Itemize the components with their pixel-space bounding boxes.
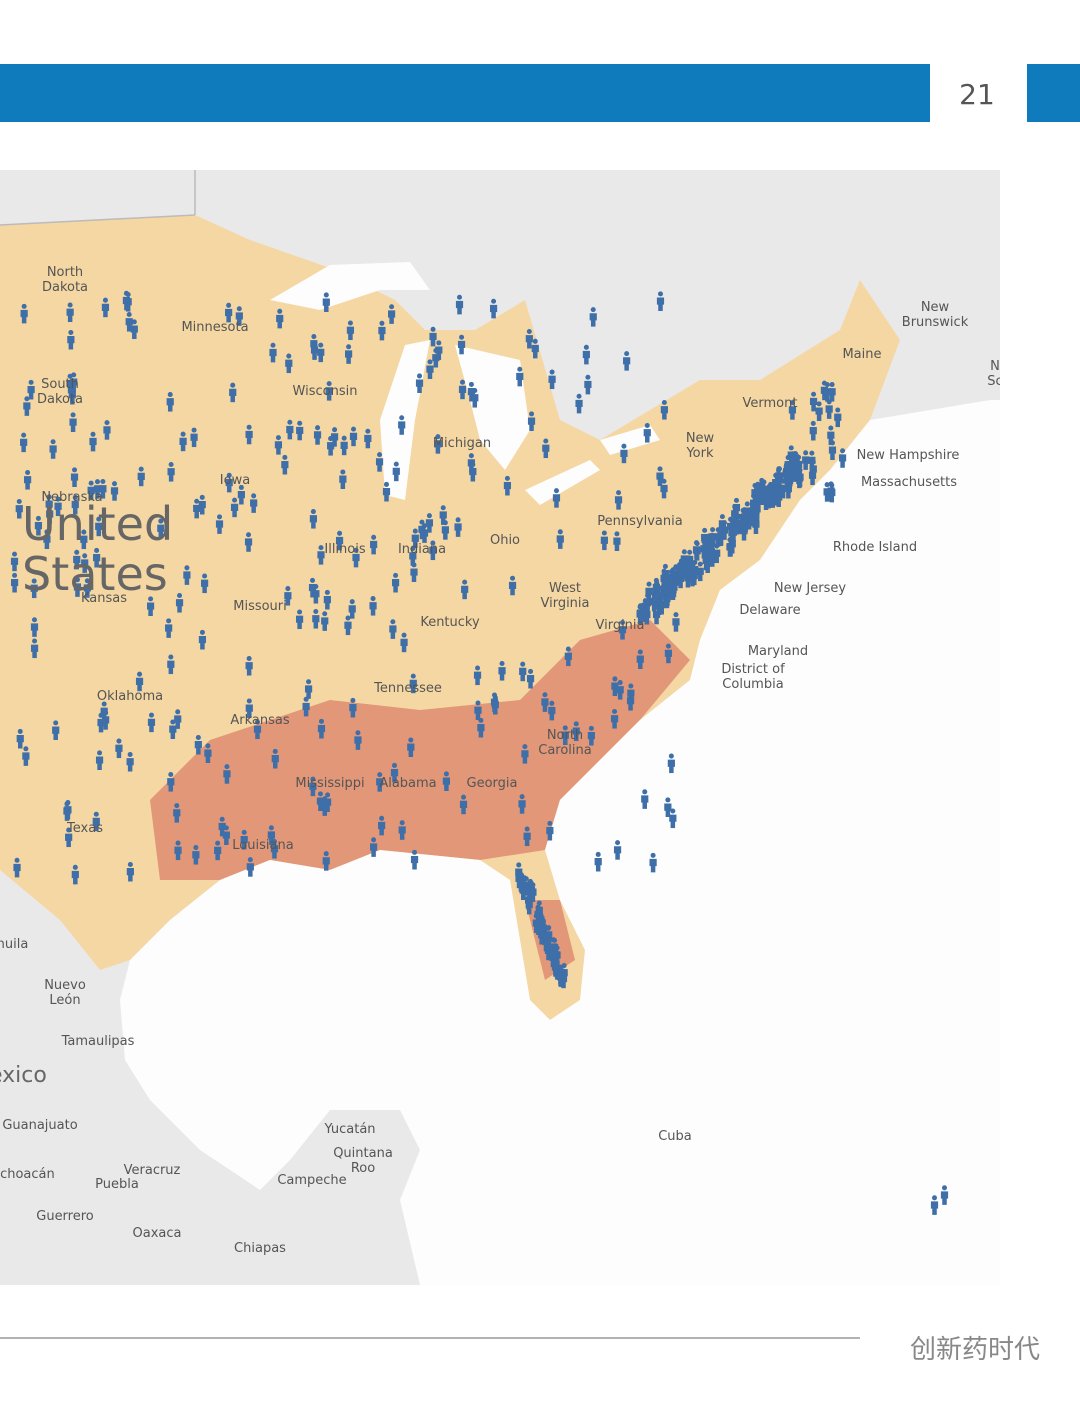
region-label: Campeche [277, 1173, 346, 1188]
region-label: West [549, 581, 581, 596]
region-label: Cuba [658, 1129, 692, 1144]
region-label: Tamaulipas [61, 1034, 135, 1049]
region-label: New [686, 431, 715, 446]
region-label: Guanajuato [2, 1118, 77, 1133]
region-label: Missouri [233, 599, 287, 614]
watermark: 创新药时代 [910, 1335, 1040, 1365]
region-label: Delaware [739, 603, 800, 618]
region-label: Georgia [467, 776, 518, 791]
map: NorthDakotaMinnesotaSouthDakotaWisconsin… [0, 170, 1002, 1285]
region-label: León [49, 993, 80, 1008]
region-label: Michigan [433, 436, 491, 451]
region-label: Tennessee [373, 681, 442, 696]
region-label: South [41, 377, 79, 392]
region-label: Michoacán [0, 1167, 55, 1182]
border-line [0, 170, 196, 226]
region-label: Nuevo [44, 978, 86, 993]
region-label: District of [721, 662, 785, 677]
region-label: Chiapas [234, 1241, 286, 1256]
region-label: Indiana [398, 542, 446, 557]
header-bar-right [1027, 64, 1080, 122]
region-label: Dakota [42, 280, 88, 295]
region-label: Minnesota [181, 320, 248, 335]
region-label: North [47, 265, 83, 280]
region-label: New Jersey [774, 581, 846, 596]
region-label: Dakota [37, 392, 83, 407]
region-label: Nebraska [41, 490, 102, 505]
region-label: Pennsylvania [597, 514, 682, 529]
country-label: States [22, 547, 168, 601]
region-label: Puebla [95, 1177, 139, 1192]
region-label: Ohio [490, 533, 520, 548]
region-label: Maryland [748, 644, 808, 659]
region-label: Massachusetts [861, 475, 957, 490]
ocean [120, 400, 1000, 1285]
region-label: Oaxaca [133, 1226, 182, 1241]
region-label: Yucatán [323, 1122, 375, 1137]
region-label: Guerrero [36, 1209, 94, 1224]
region-label: Arkansas [230, 713, 289, 728]
region-label: Carolina [538, 743, 592, 758]
region-label: Wisconsin [293, 384, 358, 399]
region-label: Maine [842, 347, 881, 362]
region-label: Illinois [324, 542, 365, 557]
region-label: Coahuila [0, 937, 28, 952]
page-number: 21 [959, 78, 995, 111]
region-label: Quintana [333, 1146, 393, 1161]
region-label: York [685, 446, 714, 461]
region-label: Columbia [722, 677, 783, 692]
region-label: Roo [351, 1161, 375, 1176]
region-label: Alabama [379, 776, 436, 791]
region-label: Kentucky [420, 615, 480, 630]
region-label: N [990, 359, 1000, 374]
map-labels: NorthDakotaMinnesotaSouthDakotaWisconsin… [0, 265, 1002, 1256]
region-label: New Hampshire [857, 448, 960, 463]
region-label: Sc [987, 374, 1002, 389]
region-label: Texas [66, 821, 103, 836]
header-bar [0, 64, 930, 122]
region-label: New [921, 300, 950, 315]
region-label: Vermont [743, 396, 798, 411]
country-label: United [22, 497, 173, 551]
region-label: Virginia [595, 618, 644, 633]
region-label: Mississippi [295, 776, 364, 791]
region-label: Brunswick [902, 315, 969, 330]
region-label: Kansas [81, 591, 127, 606]
region-label: Veracruz [124, 1163, 181, 1178]
region-label: North [547, 728, 583, 743]
region-label: Iowa [220, 473, 250, 488]
country-label: Mexico [0, 1063, 47, 1088]
region-label: Louisiana [232, 838, 293, 853]
region-label: Rhode Island [833, 540, 917, 555]
region-label: Virginia [540, 596, 589, 611]
region-label: Oklahoma [97, 689, 163, 704]
